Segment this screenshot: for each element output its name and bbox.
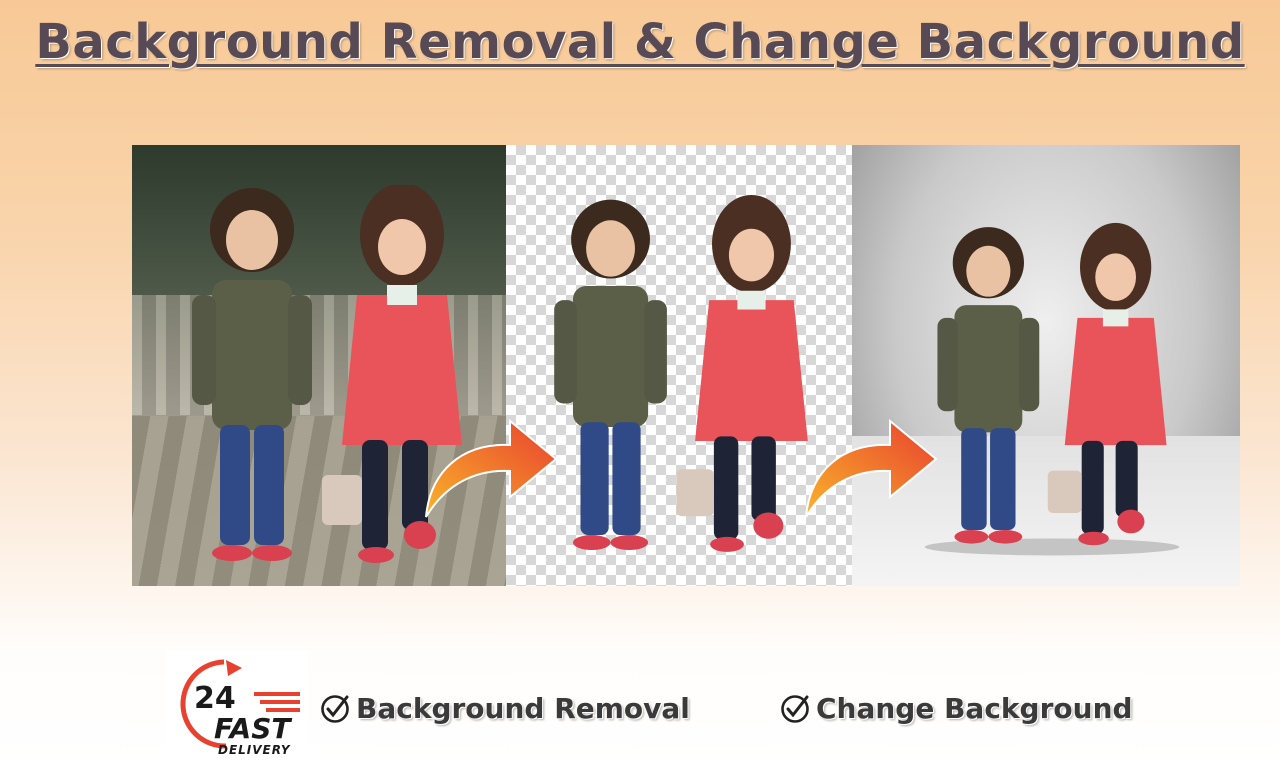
feature-change-background: Change Background	[780, 692, 1133, 725]
feature-background-removal: Background Removal	[320, 692, 690, 725]
new-background-panel	[852, 145, 1240, 586]
check-circle-icon	[781, 694, 809, 723]
curved-arrow-icon	[805, 418, 938, 518]
logo-number: 24	[194, 681, 236, 716]
page-title: Background Removal & Change Background	[35, 14, 1245, 70]
children-new-bg-figures	[924, 222, 1180, 556]
feature-label: Change Background	[816, 692, 1133, 725]
fast-delivery-logo: 24 FAST DELIVERY	[166, 650, 308, 760]
feature-label: Background Removal	[356, 692, 690, 725]
check-circle-icon	[321, 694, 349, 723]
delivery-badge-icon: 24 FAST DELIVERY	[180, 659, 300, 757]
before-after-strip	[132, 145, 1240, 586]
original-photo-panel	[132, 145, 506, 586]
logo-word-fast: FAST	[214, 712, 292, 745]
children-cutout-figures	[554, 194, 808, 552]
transparent-cutout-panel	[506, 145, 852, 586]
children-figures	[192, 185, 462, 563]
logo-word-delivery: DELIVERY	[218, 743, 291, 757]
curved-arrow-icon	[425, 418, 558, 518]
